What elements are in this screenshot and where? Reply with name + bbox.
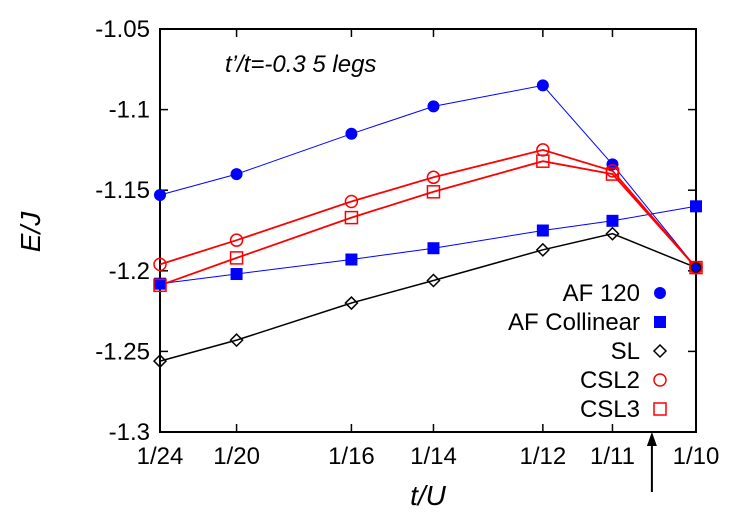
x-tick-label: 1/16	[328, 443, 375, 470]
arrow-indicator	[646, 432, 657, 492]
point-marker	[690, 200, 702, 213]
point-marker	[654, 287, 666, 299]
series-markers	[152, 79, 704, 369]
point-marker	[426, 185, 441, 199]
y-axis-label: E/J	[15, 211, 46, 252]
point-marker	[345, 127, 358, 140]
point-marker	[230, 168, 243, 181]
point-marker	[229, 233, 244, 247]
arrow-head	[646, 432, 657, 446]
legend-label: CSL2	[580, 367, 640, 394]
legend-label: AF Collinear	[508, 309, 640, 336]
axis-ticks: -1.3 -1.25 -1.2 -1.15 -1.1 -1.05 1/24 1/20 1/16 1…	[95, 16, 719, 470]
x-tick-label: 1/24	[137, 443, 184, 470]
series-line	[159, 160, 697, 287]
point-marker	[605, 167, 620, 181]
y-tick-label: -1.2	[109, 258, 150, 285]
point-marker	[229, 251, 244, 265]
y-tick-label: -1.25	[95, 338, 150, 365]
legend-label: CSL3	[580, 396, 640, 423]
point-marker	[536, 154, 550, 168]
point-marker	[426, 273, 441, 288]
point-marker	[154, 189, 166, 202]
plot-annotation: t’/t=-0.3 5 legs	[225, 51, 376, 78]
point-marker	[654, 316, 666, 328]
x-tick-label: 1/10	[673, 443, 720, 470]
point-marker	[153, 257, 167, 272]
point-marker	[652, 343, 668, 359]
y-tick-label: -1.15	[95, 177, 150, 204]
legend-label: SL	[611, 338, 640, 365]
series-line	[159, 148, 697, 269]
point-marker	[427, 100, 440, 113]
legend-label: AF 120	[563, 280, 640, 307]
point-marker	[426, 170, 441, 185]
point-marker	[535, 242, 550, 257]
point-marker	[229, 333, 244, 348]
point-marker	[152, 354, 168, 369]
point-marker	[344, 210, 359, 225]
point-marker	[345, 253, 358, 266]
point-marker	[653, 402, 667, 416]
series-line	[159, 232, 697, 362]
x-axis-label: t/U	[410, 480, 447, 511]
point-marker	[344, 295, 359, 311]
x-tick-label: 1/12	[519, 443, 566, 470]
point-marker	[689, 260, 703, 275]
point-marker	[154, 277, 166, 290]
point-marker	[230, 268, 243, 281]
point-marker	[344, 194, 359, 209]
x-tick-label: 1/20	[213, 443, 260, 470]
point-marker	[653, 373, 667, 387]
point-marker	[536, 79, 549, 92]
point-marker	[536, 224, 549, 237]
point-marker	[153, 278, 167, 293]
x-tick-label: 1/14	[410, 443, 457, 470]
x-tick-label: 1/11	[590, 443, 635, 470]
point-marker	[427, 242, 440, 255]
y-tick-label: -1.1	[109, 97, 150, 124]
plot-frame	[159, 28, 697, 433]
point-marker	[605, 226, 620, 241]
y-tick-label: -1.3	[109, 419, 150, 446]
point-marker	[606, 214, 619, 227]
y-tick-label: -1.05	[95, 16, 150, 43]
